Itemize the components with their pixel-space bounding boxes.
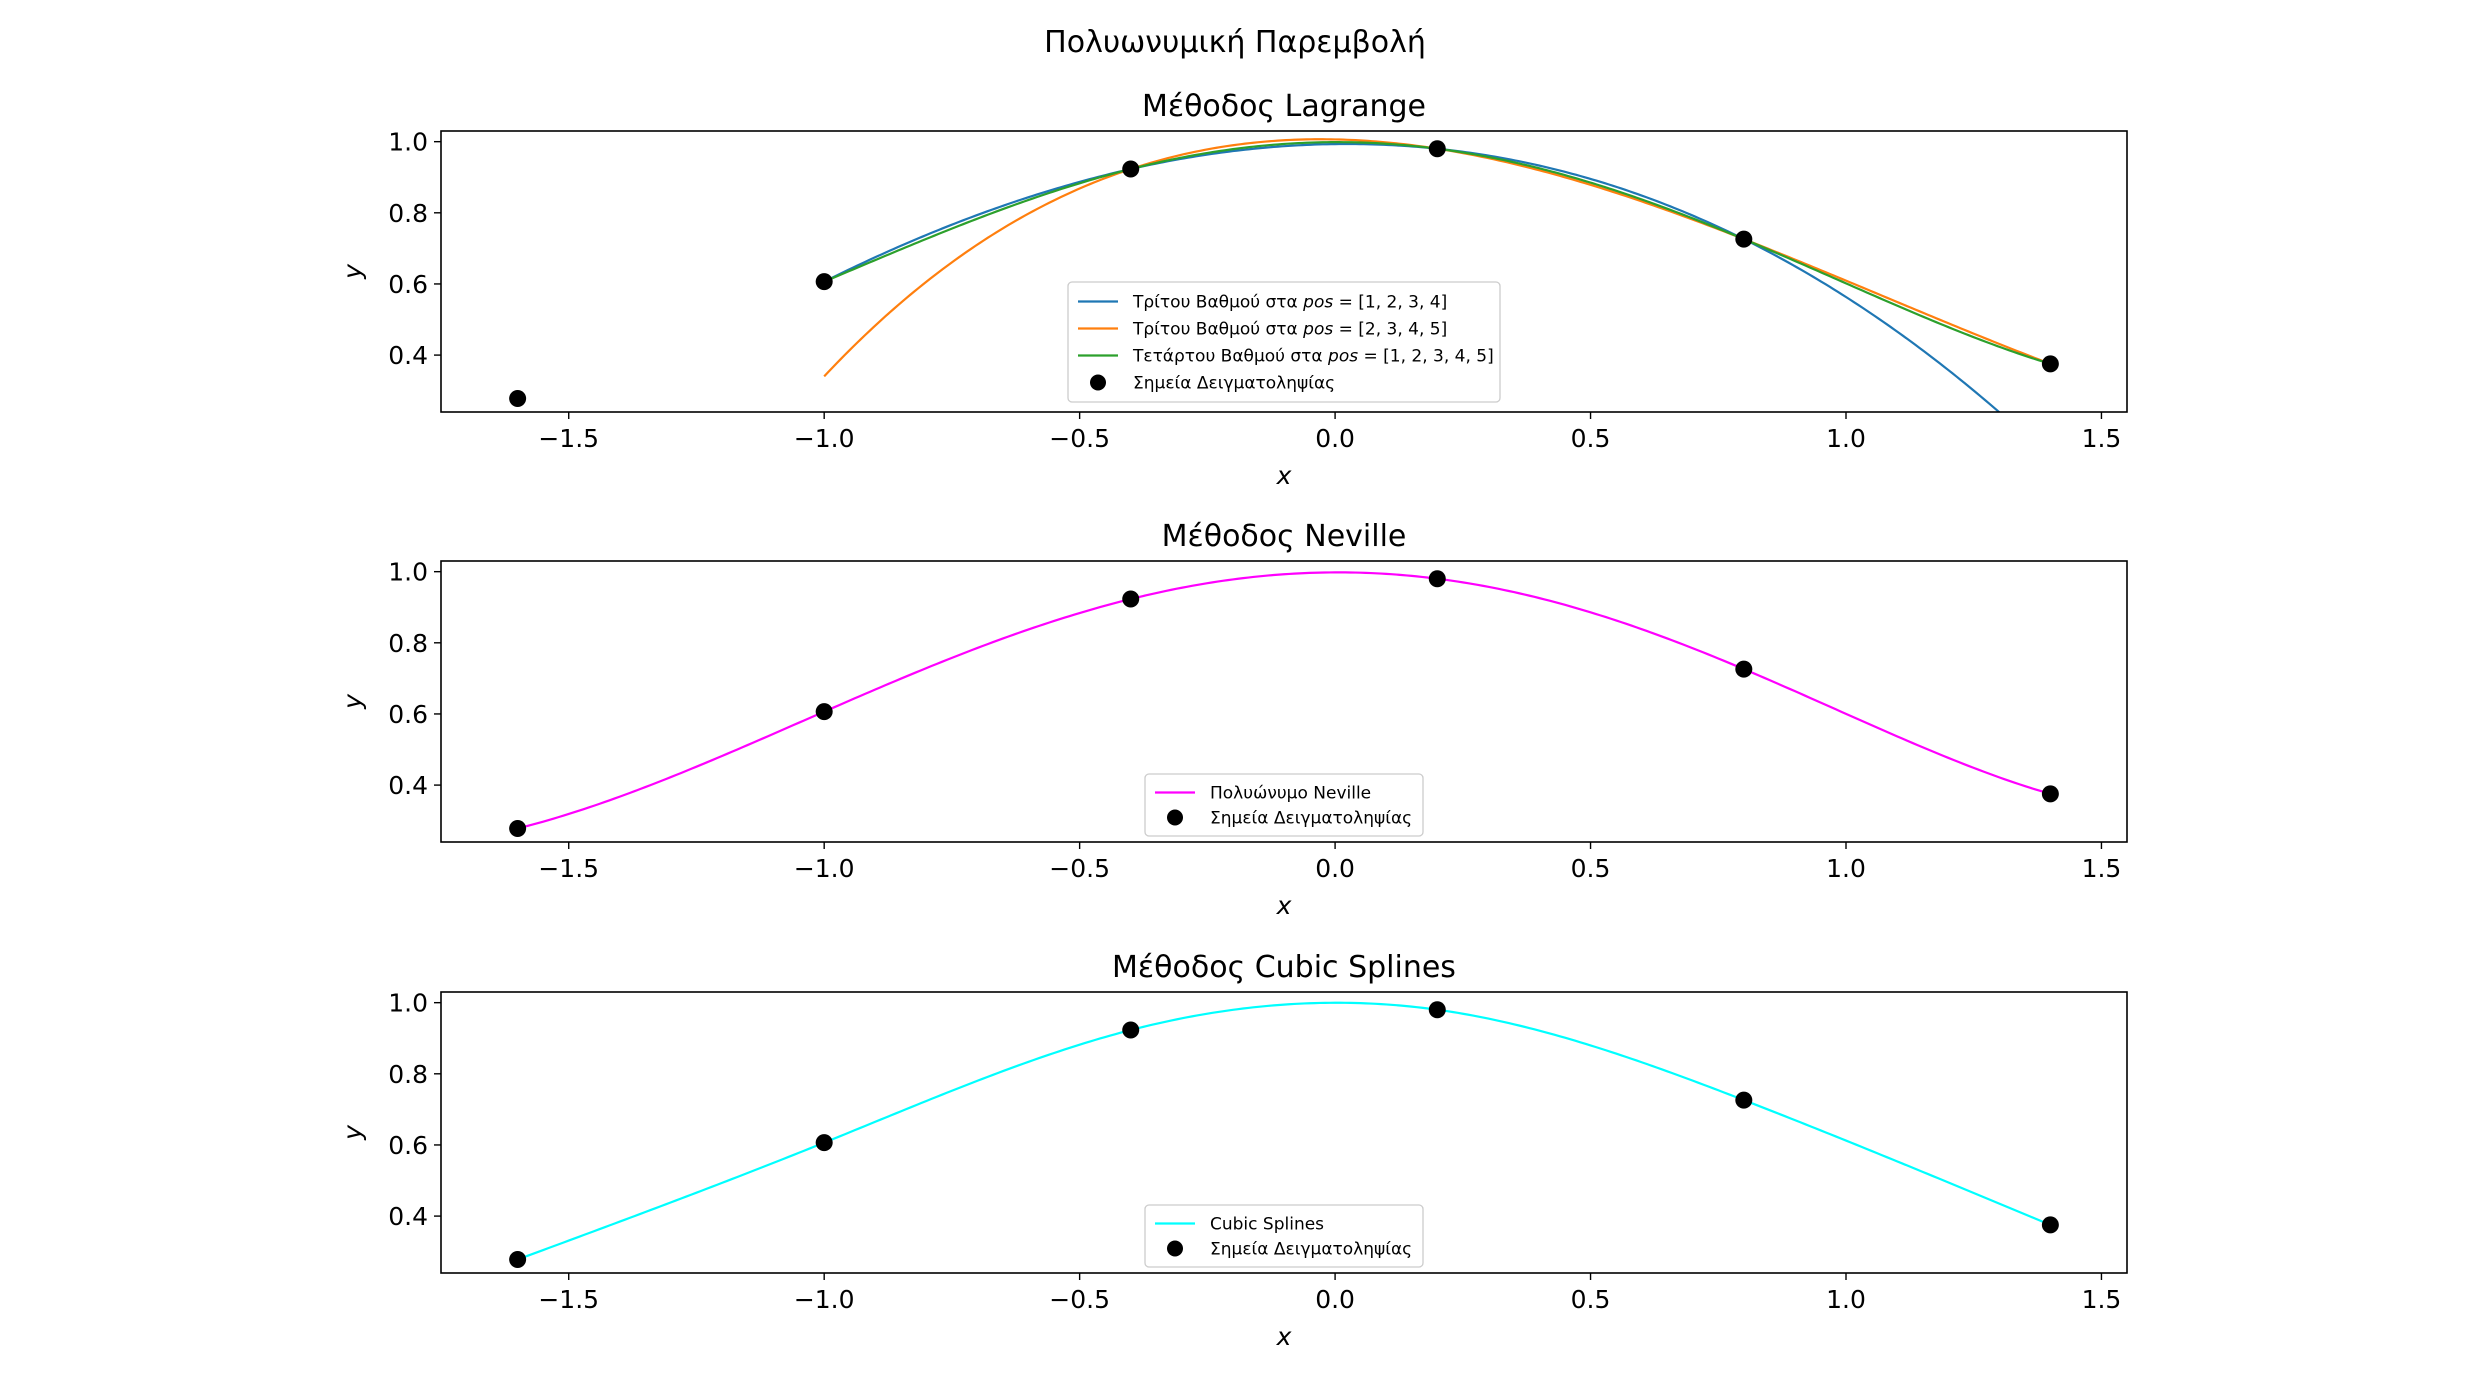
y-tick-label: 1.0 [388,989,428,1018]
y-tick-label: 0.4 [388,771,428,800]
sample-point [1122,590,1140,608]
subplot-title: Μέθοδος Lagrange [1142,89,1426,124]
subplot-cubic-splines: Μέθοδος Cubic Splines −1.5 −1.0 −0.5 0.0 0.5 1… [338,950,2128,1351]
x-tick-label: −0.5 [1049,424,1110,453]
subplot-title: Μέθοδος Cubic Splines [1112,950,1456,985]
x-tick-label: 1.5 [2082,854,2122,883]
x-axis-label: x [1276,461,1292,490]
subplot-neville: Μέθοδος Neville −1.5 −1.0 −0.5 0.0 0.5 1.0 1.5 0… [338,519,2128,920]
sample-point [1428,570,1446,588]
series-line-1 [517,1001,2051,1261]
legend-dot-swatch [1090,374,1106,391]
legend-label: Τετάρτου Βαθμού στα pos = [1, 2, 3, 4, 5… [1132,347,1494,367]
x-tick-label: 1.5 [2082,1285,2122,1314]
x-tick-label: −0.5 [1049,854,1110,883]
x-tick-label: 1.0 [1826,424,1866,453]
y-tick-label: 0.8 [388,629,428,658]
x-tick-label: 1.5 [2082,424,2122,453]
y-tick-label: 0.6 [388,270,428,299]
sample-point [1735,660,1753,678]
sample-point [1122,160,1140,178]
y-tick-label: 0.8 [388,199,428,228]
x-axis-label: x [1276,1322,1292,1351]
sample-point [815,273,833,291]
axes-frame [440,130,2128,413]
y-axis-label: y [338,263,367,280]
x-tick-label: 0.0 [1315,424,1355,453]
x-tick-label: 1.0 [1826,854,1866,883]
sample-point [1735,1091,1753,1109]
subplot-lagrange: Μέθοδος Lagrange −1.5 −1.0 −0.5 0.0 0.5 1.0 1.5… [338,89,2128,490]
sample-point [509,819,527,837]
x-tick-label: −1.0 [794,1285,855,1314]
axes-frame [440,991,2128,1274]
x-tick-label: −1.5 [538,854,599,883]
y-tick-label: 1.0 [388,128,428,157]
axes-frame [440,560,2128,843]
legend-label: Σημεία Δειγματοληψίας [1210,809,1412,829]
x-tick-label: −1.0 [794,854,855,883]
x-tick-label: 1.0 [1826,1285,1866,1314]
x-tick-label: 0.0 [1315,1285,1355,1314]
y-tick-label: 0.4 [388,341,428,370]
sample-point [2041,1216,2059,1234]
y-tick-label: 0.6 [388,700,428,729]
sample-point [1735,230,1753,248]
legend-box [1144,773,1424,837]
subplot-title: Μέθοδος Neville [1162,519,1407,554]
x-tick-label: 0.5 [1571,424,1611,453]
legend-box [1067,281,1501,403]
series-line-1 [517,571,2051,830]
legend-box [1144,1204,1424,1268]
x-tick-label: −1.5 [538,424,599,453]
sample-point [509,1250,527,1268]
sample-point [815,703,833,721]
y-axis-label: y [338,1124,367,1141]
x-tick-label: 0.0 [1315,854,1355,883]
legend-label: Σημεία Δειγματοληψίας [1133,374,1335,394]
sample-point [2041,355,2059,373]
sample-point [1428,140,1446,158]
x-tick-label: −0.5 [1049,1285,1110,1314]
y-tick-label: 0.4 [388,1202,428,1231]
y-tick-label: 1.0 [388,558,428,587]
y-tick-label: 0.8 [388,1060,428,1089]
legend-label: Πολυώνυμο Neville [1210,784,1371,804]
legend-label: Cubic Splines [1210,1215,1324,1235]
x-axis-label: x [1276,891,1292,920]
figure-title: Πολυωνυμική Παρεμβολή [1044,25,1426,60]
x-tick-label: −1.5 [538,1285,599,1314]
legend-label: Σημεία Δειγματοληψίας [1210,1240,1412,1260]
y-axis-label: y [338,693,367,710]
legend-label: Τρίτου Βαθμού στα pos = [1, 2, 3, 4] [1132,293,1447,313]
legend-dot-swatch [1167,1240,1183,1257]
legend-dot-swatch [1167,809,1183,826]
sample-point [815,1134,833,1152]
y-tick-label: 0.6 [388,1131,428,1160]
sample-point [1122,1021,1140,1039]
sample-point [2041,785,2059,803]
x-tick-label: −1.0 [794,424,855,453]
legend-label: Τρίτου Βαθμού στα pos = [2, 3, 4, 5] [1132,320,1447,340]
x-tick-label: 0.5 [1571,854,1611,883]
sample-point [1428,1001,1446,1019]
x-tick-label: 0.5 [1571,1285,1611,1314]
sample-point [509,389,527,407]
